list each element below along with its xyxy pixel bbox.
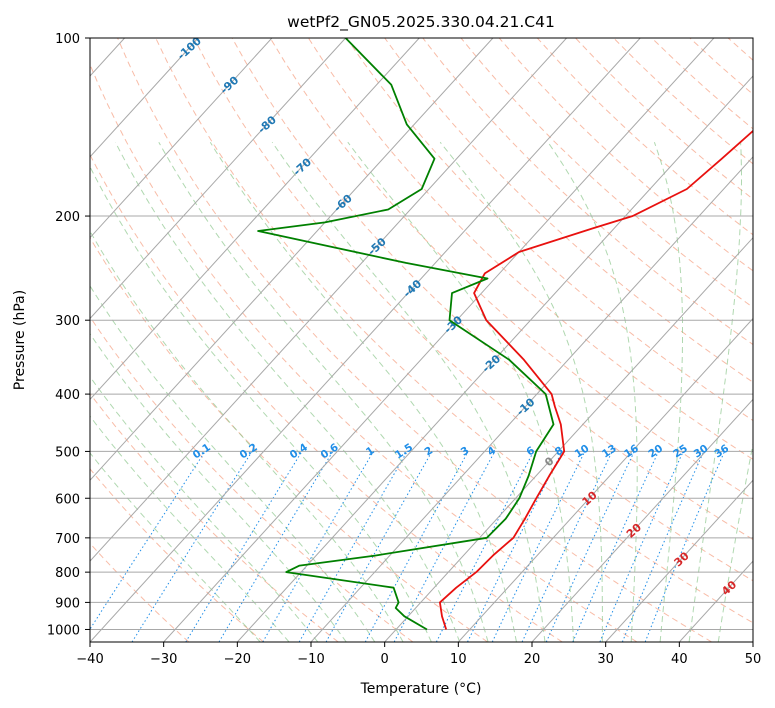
- isotherm: [163, 38, 715, 642]
- dry-adiabat: [90, 153, 563, 642]
- isotherm: [310, 156, 753, 642]
- mixing-ratio-line: [298, 451, 408, 642]
- x-axis-label: Temperature (°C): [360, 681, 482, 697]
- chart-title: wetPf2_GN05.2025.330.04.21.C41: [287, 13, 555, 32]
- y-axis-ticks: 100 200 300 400 500 600 700 800 900 1000: [47, 32, 90, 638]
- mixing-ratio-line: [435, 451, 535, 642]
- isotherm: [457, 317, 753, 642]
- dry-adiabat: [90, 542, 190, 642]
- dry-adiabat: [269, 38, 753, 500]
- isotherms: [90, 38, 753, 642]
- isotherm: [90, 38, 494, 482]
- dry-adiabat: [90, 468, 264, 642]
- dry-adiabat: [117, 38, 712, 642]
- mixing-ratio-line: [90, 451, 206, 631]
- moist-adiabat: [347, 141, 575, 642]
- dry-adiabat: [90, 236, 488, 642]
- x-axis-ticks: −40 −30 −20 −10 0 10 20 30 40 50: [76, 642, 761, 667]
- dry-adiabat: [193, 38, 753, 582]
- moist-adiabat: [114, 141, 461, 642]
- y-tick-label: 1000: [47, 623, 80, 638]
- pressure-gridlines: [90, 38, 753, 630]
- y-tick-label: 100: [55, 32, 80, 47]
- y-tick-label: 200: [55, 210, 80, 225]
- x-tick-label: 50: [745, 652, 762, 667]
- y-tick-label: 900: [55, 596, 80, 611]
- y-tick-label: 500: [55, 445, 80, 460]
- y-tick-label: 800: [55, 566, 80, 581]
- mixing-ratio-line: [467, 451, 563, 642]
- x-tick-label: 0: [381, 652, 389, 667]
- moist-adiabat: [547, 141, 638, 642]
- x-tick-label: 20: [524, 652, 541, 667]
- isotherm: [90, 38, 641, 642]
- sounding-series: [257, 38, 753, 631]
- dry-adiabat: [307, 38, 753, 461]
- moist-adiabat: [90, 165, 432, 642]
- x-tick-label: −30: [150, 652, 177, 667]
- y-tick-label: 300: [55, 314, 80, 329]
- isotherm: [90, 38, 420, 401]
- moist-adiabats: [90, 141, 753, 642]
- moist-adiabat: [653, 142, 683, 642]
- x-tick-label: 30: [597, 652, 614, 667]
- mixing-ratio-line: [572, 451, 660, 642]
- plot-frame: [89, 37, 754, 643]
- moist-adiabat: [90, 230, 404, 642]
- dry-adiabat: [346, 38, 753, 422]
- moist-adiabat: [158, 141, 489, 642]
- dry-adiabat: [155, 38, 753, 624]
- moist-adiabat: [209, 141, 517, 642]
- mixing-ratio-line: [325, 451, 433, 642]
- y-tick-label: 600: [55, 492, 80, 507]
- mixing-ratio-line: [621, 451, 705, 642]
- isotherm: [531, 398, 753, 642]
- isotherm: [90, 38, 346, 320]
- moist-adiabat: [717, 441, 753, 642]
- moist-adiabat: [90, 284, 376, 642]
- y-axis-label: Pressure (hPa): [12, 290, 28, 390]
- y-tick-label: 400: [55, 388, 80, 403]
- isotherm: [384, 236, 753, 642]
- isotherm: [90, 38, 567, 562]
- isotherm: [90, 38, 199, 158]
- isotherm: [90, 38, 273, 239]
- x-tick-label: 10: [450, 652, 467, 667]
- moist-adiabat: [90, 375, 319, 642]
- mixing-ratio-line: [599, 451, 684, 642]
- temperature-line: [439, 129, 753, 630]
- x-tick-label: −40: [76, 652, 103, 667]
- isotherm: [605, 479, 753, 642]
- isotherm: [236, 75, 753, 642]
- x-tick-label: −20: [224, 652, 251, 667]
- moist-adiabat: [688, 142, 742, 642]
- moist-adiabat: [271, 141, 546, 642]
- x-tick-label: −10: [297, 652, 324, 667]
- mixing-ratio-line: [185, 451, 303, 642]
- dry-adiabat: [90, 63, 638, 642]
- mixing-ratio-line: [364, 451, 469, 642]
- x-tick-label: 40: [671, 652, 688, 667]
- moist-adiabat: [90, 332, 347, 642]
- y-tick-label: 700: [55, 532, 80, 547]
- dewpoint-line: [257, 38, 555, 631]
